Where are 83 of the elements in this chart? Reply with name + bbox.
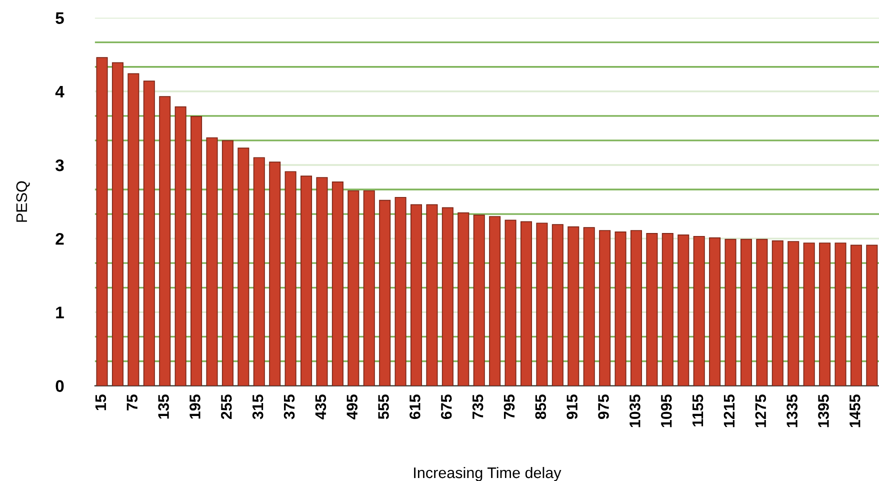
bar <box>646 233 658 386</box>
bar <box>709 237 721 386</box>
x-tick-label: 135 <box>158 394 169 419</box>
bar <box>143 80 155 386</box>
bar <box>583 227 595 386</box>
bar <box>269 162 281 386</box>
y-tick-label: 0 <box>56 380 64 392</box>
bar <box>662 233 674 386</box>
bar <box>253 157 265 386</box>
x-tick-label: 1155 <box>692 394 704 426</box>
bar <box>756 238 768 386</box>
bar <box>630 230 642 386</box>
bar <box>458 212 470 386</box>
y-tick-label: 3 <box>55 159 64 172</box>
bar <box>379 200 391 386</box>
x-axis-title: Increasing Time delay <box>414 466 562 481</box>
y-tick-label: 1 <box>56 306 64 318</box>
bar <box>552 224 564 386</box>
bar <box>442 207 454 386</box>
bar <box>190 116 202 386</box>
bar <box>363 190 375 386</box>
bar <box>300 176 312 386</box>
x-tick-label: 855 <box>535 394 546 420</box>
bar <box>473 214 485 386</box>
x-tick-label: 195 <box>190 394 200 419</box>
bar <box>520 221 532 386</box>
x-tick-label: 1035 <box>630 394 640 428</box>
x-tick-label: 975 <box>598 394 609 420</box>
y-tick-label: 4 <box>55 86 64 98</box>
x-tick-label: 15 <box>95 394 106 410</box>
x-tick-label: 1335 <box>786 394 798 428</box>
bar <box>803 242 815 386</box>
x-tick-label: 915 <box>566 394 578 420</box>
bar <box>568 226 580 386</box>
y-tick-label: 2 <box>56 232 64 245</box>
y-tick-label: 5 <box>56 12 64 24</box>
x-tick-label: 315 <box>252 394 264 420</box>
bar <box>819 242 831 386</box>
bar <box>850 244 862 386</box>
bar <box>614 232 626 386</box>
y-axis-title: PESQ <box>16 181 30 222</box>
bar <box>238 148 250 386</box>
x-tick-label: 1095 <box>660 394 672 428</box>
bar <box>128 73 140 386</box>
bar <box>788 241 800 386</box>
x-tick-label: 1455 <box>850 394 860 428</box>
bar <box>348 190 360 386</box>
bar <box>536 222 548 386</box>
bar <box>724 238 736 386</box>
bar <box>426 204 438 386</box>
x-tick-label: 255 <box>220 394 232 420</box>
bar <box>740 238 752 386</box>
bar <box>112 62 124 386</box>
bar <box>96 57 108 386</box>
bar <box>772 240 784 386</box>
x-tick-label: 555 <box>378 394 389 420</box>
bar <box>834 242 846 386</box>
x-tick-label: 1395 <box>818 394 829 428</box>
x-tick-label: 375 <box>284 394 295 420</box>
bar <box>394 196 406 386</box>
x-tick-label: 615 <box>410 394 420 420</box>
bar <box>206 137 218 386</box>
bar <box>504 220 516 386</box>
bar <box>316 177 328 386</box>
bar <box>599 230 611 386</box>
bar <box>678 234 690 386</box>
x-tick-label: 1275 <box>755 394 766 428</box>
bar <box>866 244 878 386</box>
x-tick-label: 435 <box>315 394 326 420</box>
bar <box>332 181 344 386</box>
bar <box>410 204 422 386</box>
x-tick-label: 495 <box>346 394 358 420</box>
bar <box>489 216 501 386</box>
x-tick-label: 75 <box>126 394 138 410</box>
bar <box>222 140 234 386</box>
x-tick-label: 675 <box>440 394 452 420</box>
x-tick-label: 795 <box>504 394 515 419</box>
x-tick-label: 735 <box>472 394 484 419</box>
bar <box>159 96 171 386</box>
x-tick-label: 1215 <box>724 394 735 428</box>
bar <box>174 106 186 386</box>
bar <box>284 171 296 386</box>
bar <box>693 236 705 386</box>
